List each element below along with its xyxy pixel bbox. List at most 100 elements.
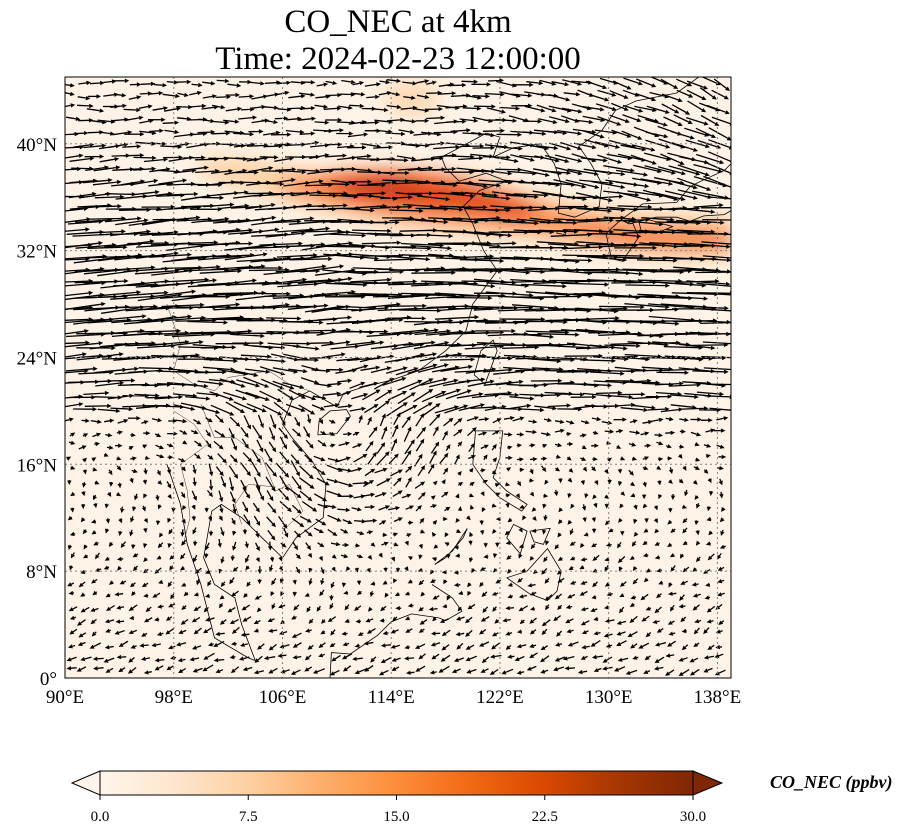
wind-arrow xyxy=(182,165,209,172)
wind-arrow xyxy=(484,92,505,97)
wind-arrow xyxy=(162,93,180,99)
wind-arrow xyxy=(402,119,417,124)
lat-tick-label: 32°N xyxy=(17,242,58,263)
wind-arrow xyxy=(122,144,142,149)
wind-arrow xyxy=(270,132,292,137)
wind-arrow xyxy=(450,128,471,133)
wind-arrow xyxy=(398,129,415,135)
wind-arrow xyxy=(557,129,583,136)
wind-arrow xyxy=(429,206,464,212)
wind-arrow xyxy=(317,315,353,321)
wind-arrow xyxy=(591,180,626,189)
wind-arrow xyxy=(129,82,142,87)
wind-arrow xyxy=(478,241,517,246)
wind-arrow xyxy=(351,305,390,312)
wind-arrow xyxy=(686,80,709,90)
wind-arrow xyxy=(379,204,413,209)
wind-arrow xyxy=(512,82,534,87)
wind-arrow xyxy=(323,106,342,111)
lat-tick-label: 16°N xyxy=(17,455,58,476)
wind-arrow xyxy=(152,106,169,111)
coastline xyxy=(620,163,731,225)
wind-arrow xyxy=(464,191,499,198)
wind-arrow xyxy=(124,115,144,122)
wind-arrow xyxy=(554,154,583,163)
wind-arrow xyxy=(696,153,725,165)
wind-arrow xyxy=(385,131,406,137)
wind-arrow xyxy=(493,156,519,163)
wind-arrow xyxy=(420,180,446,185)
wind-arrow xyxy=(78,80,91,86)
wind-arrow xyxy=(704,195,731,200)
wind-arrow xyxy=(472,145,495,150)
coastline xyxy=(317,409,351,436)
wind-arrow xyxy=(592,194,624,199)
wind-arrow xyxy=(314,104,329,109)
wind-arrow xyxy=(700,114,720,126)
wind-arrow xyxy=(565,179,600,189)
wind-arrow xyxy=(621,130,643,140)
wind-arrow xyxy=(291,226,331,234)
wind-arrow xyxy=(604,343,641,348)
wind-arrow xyxy=(233,132,255,137)
wind-arrow xyxy=(396,155,417,161)
wind-arrow xyxy=(485,291,534,298)
wind-arrow xyxy=(202,81,216,86)
wind-arrow xyxy=(129,178,159,186)
wind-arrow xyxy=(385,303,427,309)
wind-arrow xyxy=(259,155,279,160)
wind-arrow xyxy=(676,89,694,98)
wind-arrow xyxy=(132,190,160,196)
wind-arrow xyxy=(713,78,730,91)
wind-arrow xyxy=(676,78,693,87)
lon-tick-label: 130°E xyxy=(585,687,633,708)
wind-arrow xyxy=(521,283,567,289)
wind-arrow xyxy=(313,276,353,285)
wind-arrow xyxy=(511,93,533,98)
wind-arrow xyxy=(679,343,716,350)
wind-arrow xyxy=(458,156,484,161)
wind-arrow xyxy=(544,154,570,163)
wind-arrow xyxy=(426,141,445,146)
wind-arrow xyxy=(217,190,249,196)
wind-arrow xyxy=(575,192,613,203)
wind-arrow xyxy=(314,120,330,125)
wind-arrow xyxy=(446,295,493,301)
wind-arrow xyxy=(625,283,670,288)
wind-arrow xyxy=(149,252,192,258)
wind-arrow xyxy=(240,354,272,359)
wind-arrow xyxy=(323,128,344,133)
wind-arrow xyxy=(302,80,316,85)
coastline xyxy=(472,430,528,512)
wind-arrow xyxy=(587,93,610,102)
wind-arrow xyxy=(216,228,254,234)
wind-arrow xyxy=(177,92,189,97)
wind-arrow xyxy=(194,370,227,375)
wind-arrow xyxy=(457,205,488,210)
wind-arrow xyxy=(175,264,221,271)
wind-arrow xyxy=(426,115,446,120)
wind-arrow xyxy=(263,105,279,110)
wind-arrow xyxy=(124,132,145,137)
wind-arrow xyxy=(298,116,317,121)
wind-arrow xyxy=(150,91,164,96)
wind-arrow xyxy=(609,114,630,123)
wind-arrow xyxy=(666,179,698,190)
wind-arrow xyxy=(223,119,240,124)
wind-arrow xyxy=(336,131,354,136)
wind-arrow xyxy=(496,132,523,137)
wind-arrow xyxy=(536,145,559,151)
wind-arrow xyxy=(230,369,259,378)
wind-arrow xyxy=(707,151,731,163)
wind-arrow xyxy=(364,82,381,87)
wind-arrow xyxy=(194,195,225,200)
wind-arrow xyxy=(386,104,402,110)
wind-arrow xyxy=(548,116,570,124)
wind-arrow xyxy=(84,154,105,159)
coastline xyxy=(529,527,551,545)
wind-arrow xyxy=(542,170,572,175)
wind-arrow xyxy=(326,367,344,372)
wind-arrow xyxy=(623,77,643,86)
wind-arrow xyxy=(65,217,91,223)
wind-arrow xyxy=(366,94,380,100)
